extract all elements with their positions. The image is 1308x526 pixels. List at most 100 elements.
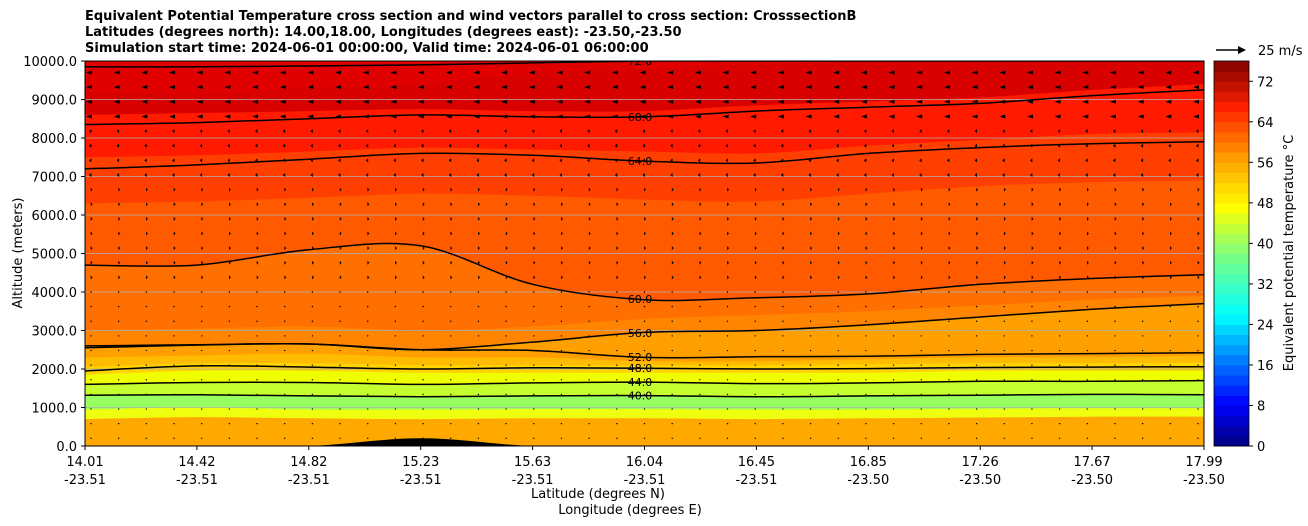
contour-48	[85, 364, 1204, 372]
wind-vector	[1058, 291, 1061, 293]
wind-vector	[450, 349, 452, 352]
wind-vector	[920, 335, 922, 337]
wind-vector	[113, 99, 120, 104]
wind-vector	[865, 422, 867, 425]
wind-vector	[505, 408, 507, 410]
wind-vector	[312, 216, 314, 221]
wind-vector	[837, 202, 840, 207]
wind-vector	[1114, 437, 1116, 439]
wind-vector	[477, 335, 480, 337]
wind-vector	[533, 305, 535, 308]
wind-vector	[892, 349, 895, 352]
wind-vector	[971, 99, 978, 104]
wind-vector	[863, 129, 867, 134]
wind-vector	[671, 393, 673, 396]
wind-vector	[754, 216, 757, 221]
contour-label-64: 64.0	[628, 155, 653, 168]
wind-vector	[588, 246, 591, 251]
wind-vector	[252, 85, 259, 90]
wind-vector	[450, 305, 452, 308]
wind-vector	[173, 246, 176, 251]
wind-vector	[227, 129, 230, 134]
wind-vector	[533, 422, 535, 425]
wind-vector	[118, 260, 121, 265]
wind-vector	[201, 437, 203, 439]
contour-label-60: 60.0	[628, 293, 653, 306]
wind-vector	[780, 158, 784, 163]
wind-vector	[561, 246, 563, 251]
wind-vector	[810, 246, 813, 251]
wind-vector	[559, 172, 562, 177]
wind-vector	[145, 422, 148, 425]
wind-vector	[1057, 172, 1061, 177]
wind-vector	[754, 187, 757, 192]
wind-vector	[726, 422, 729, 425]
colorbar-segment	[1214, 131, 1249, 143]
wind-vector	[528, 114, 535, 119]
wind-vector	[643, 305, 646, 308]
wind-vector	[561, 231, 563, 236]
wind-vector	[1114, 320, 1116, 322]
chart-title-line-3: Simulation start time: 2024-06-01 00:00:…	[85, 41, 649, 56]
wind-vector	[809, 422, 812, 425]
wind-vector	[975, 379, 978, 381]
colorbar-segment	[1214, 375, 1249, 386]
wind-vector	[201, 187, 204, 192]
wind-vector	[892, 364, 895, 366]
wind-vector	[256, 231, 259, 236]
wind-vector	[782, 393, 784, 396]
wind-vector	[201, 246, 204, 251]
wind-vector	[335, 99, 342, 104]
wind-vector	[860, 114, 867, 119]
wind-vector	[224, 99, 231, 104]
wind-vector	[1087, 246, 1089, 251]
wind-vector	[1002, 172, 1005, 177]
wind-vector	[1169, 408, 1172, 410]
wind-vector	[837, 335, 839, 337]
wind-vector	[335, 114, 342, 119]
wind-vector	[173, 393, 175, 396]
wind-vector	[644, 260, 646, 265]
wind-vector	[725, 158, 728, 163]
wind-vector	[916, 85, 923, 90]
wind-vector	[754, 379, 756, 381]
wind-vector	[445, 70, 452, 75]
wind-vector	[365, 129, 369, 134]
wind-vector	[1197, 379, 1199, 381]
wind-vector	[699, 379, 701, 381]
wind-vector	[725, 172, 728, 177]
wind-vector	[697, 172, 701, 177]
wind-vector	[971, 114, 978, 119]
wind-vector	[670, 143, 673, 148]
wind-vector	[727, 246, 730, 251]
wind-vector	[228, 437, 231, 439]
wind-vector	[450, 379, 452, 381]
wind-vector	[671, 187, 674, 192]
wind-vector	[1197, 349, 1199, 352]
wind-vector	[642, 143, 645, 148]
wind-vector	[1114, 349, 1116, 352]
wind-vector	[367, 231, 370, 236]
wind-vector	[505, 275, 508, 280]
wind-vector	[920, 408, 922, 410]
wind-vector	[505, 422, 507, 425]
wind-vector	[671, 216, 674, 221]
wind-vector	[1031, 349, 1033, 352]
colorbar-segment	[1214, 344, 1249, 356]
wind-vector	[145, 349, 148, 352]
wind-vector	[1197, 305, 1199, 308]
wind-vector	[560, 379, 563, 381]
wind-vector	[528, 70, 535, 75]
wind-vector	[782, 349, 784, 352]
wind-vector	[1137, 85, 1144, 90]
wind-vector	[448, 158, 452, 163]
wind-vector	[505, 305, 507, 308]
wind-vector	[505, 320, 507, 322]
wind-vector	[865, 408, 867, 410]
wind-vector	[255, 143, 258, 148]
wind-vector	[201, 379, 203, 381]
wind-vector	[421, 172, 424, 177]
wind-vector	[888, 114, 895, 119]
wind-vector	[367, 408, 369, 410]
wind-vector	[837, 393, 839, 396]
